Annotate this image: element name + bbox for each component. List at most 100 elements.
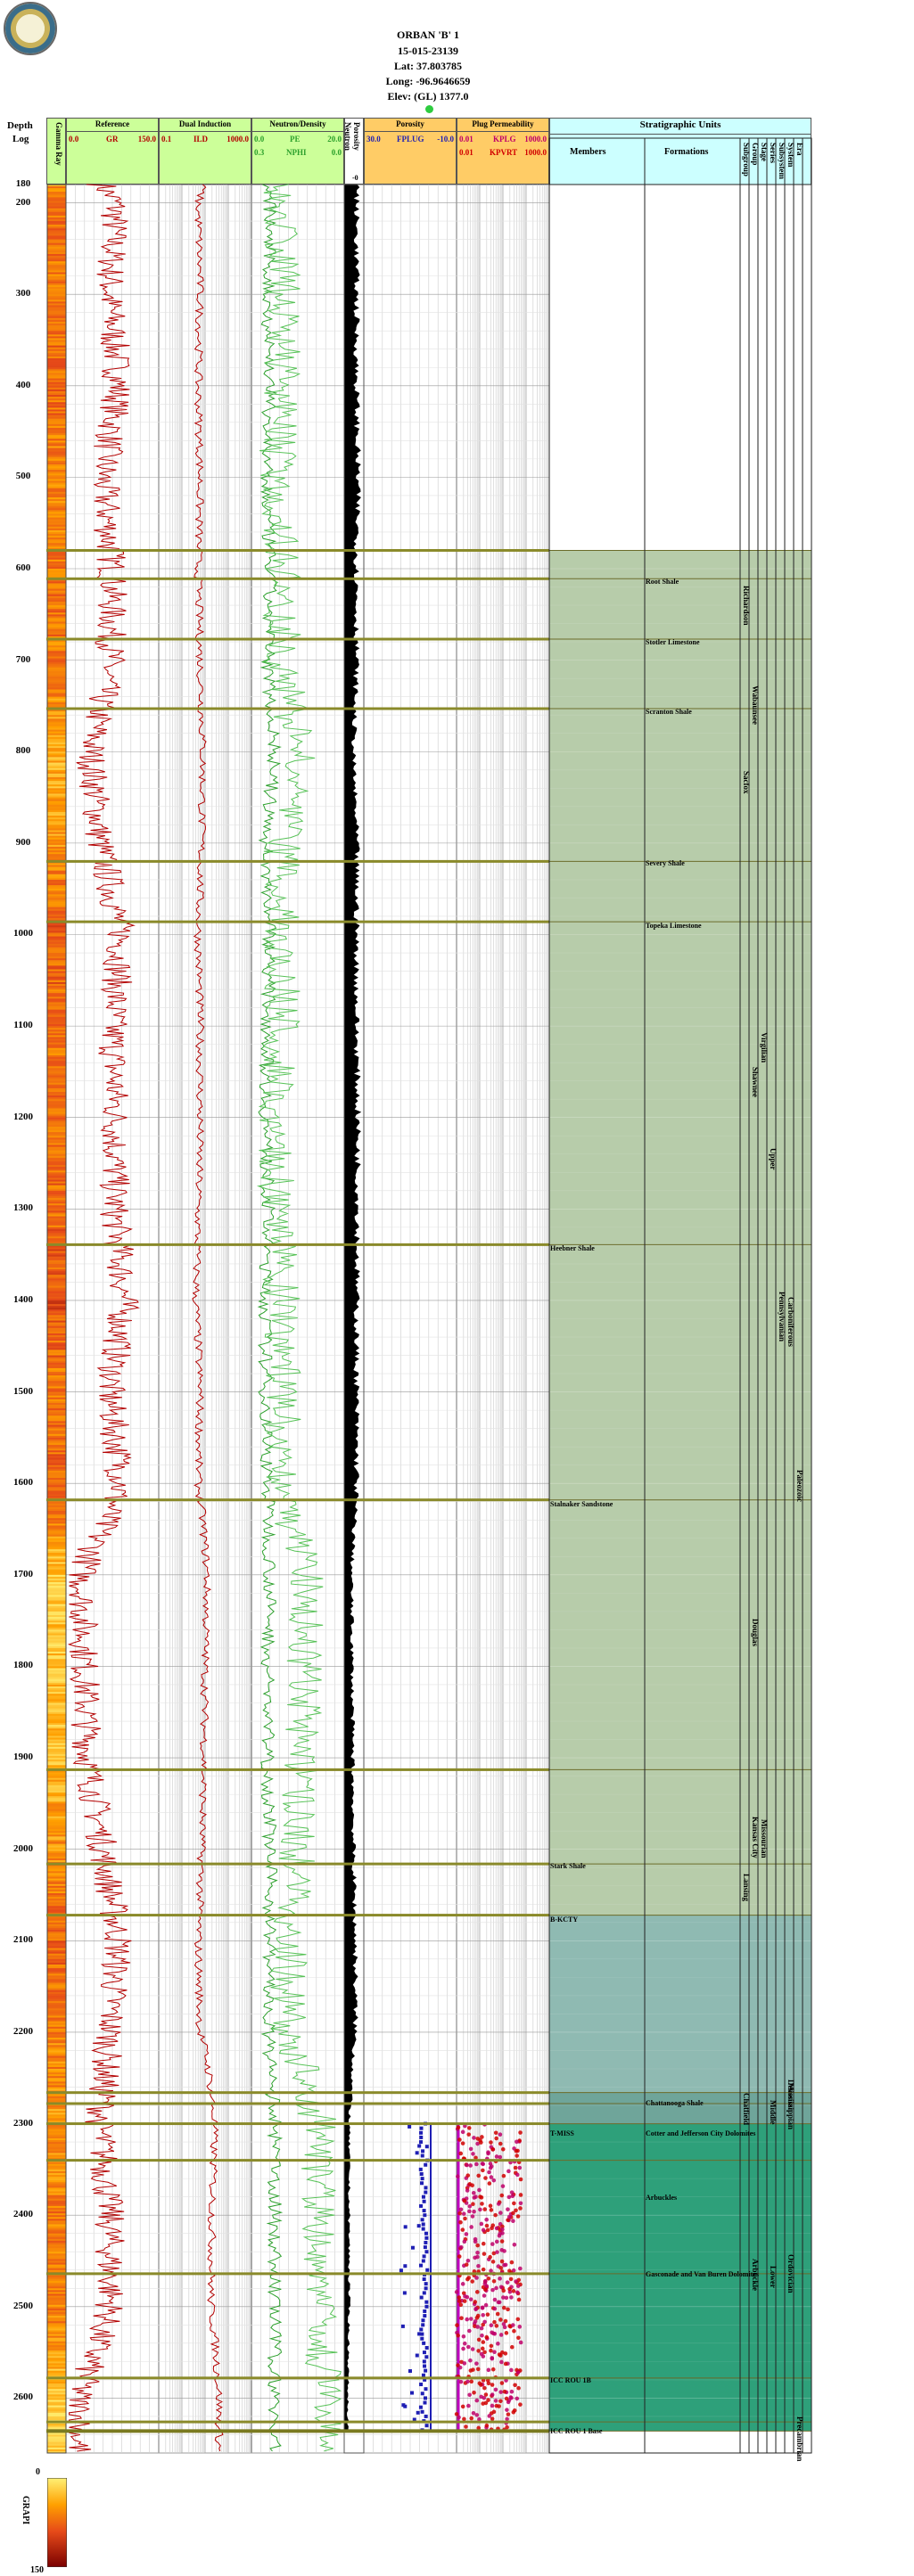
gamma-color-cell (47, 1758, 66, 1760)
gamma-color-cell (47, 2321, 66, 2324)
gamma-color-cell (47, 449, 66, 453)
gamma-color-cell (47, 1567, 66, 1571)
gamma-color-cell (47, 1735, 66, 1739)
perm-point (501, 2173, 506, 2178)
gamma-color-cell (47, 1695, 66, 1698)
perm-point (465, 2173, 471, 2178)
gamma-color-cell (47, 1106, 66, 1109)
gamma-color-cell (47, 294, 66, 297)
gamma-color-cell (47, 892, 66, 895)
unit-label: Missourian (760, 1819, 769, 1858)
perm-point (492, 2297, 498, 2302)
gamma-color-cell (47, 482, 66, 486)
gamma-color-cell (47, 1677, 66, 1680)
gamma-color-cell (47, 636, 66, 639)
gamma-color-cell (47, 1997, 66, 2000)
gamma-color-cell (47, 2449, 66, 2452)
api-number: 15-015-23139 (398, 45, 458, 57)
formation-top-line (46, 2159, 549, 2162)
gamma-color-cell (47, 1086, 66, 1089)
gamma-color-cell (47, 1838, 66, 1841)
perm-point (500, 2146, 506, 2152)
gamma-color-cell (47, 2392, 66, 2395)
gamma-color-cell (47, 1918, 66, 1922)
depth-label-500: 500 (15, 471, 31, 482)
gamma-color-cell (47, 566, 66, 570)
member-label: ICC ROU 1B (550, 2375, 591, 2384)
gamma-color-cell (47, 790, 66, 792)
gamma-color-cell (47, 2269, 66, 2273)
gamma-color-cell (47, 2026, 66, 2030)
formation-top-line (46, 2102, 549, 2105)
perm-point (458, 2244, 464, 2250)
gamma-color-cell (47, 905, 66, 908)
gamma-color-cell (47, 1895, 66, 1898)
strat-title: Stratigraphic Units (550, 119, 811, 135)
rank-header-series: Series (769, 143, 778, 163)
perm-point (481, 2312, 485, 2318)
gamma-color-cell (47, 554, 66, 557)
perm-point (517, 2165, 523, 2170)
gamma-color-cell (47, 496, 66, 500)
kplg-curve: KPLG (493, 135, 516, 144)
colorbar-gradient (47, 2478, 67, 2567)
gamma-color-cell (47, 1020, 66, 1023)
gamma-color-cell (47, 1170, 66, 1173)
gamma-color-cell (47, 969, 66, 972)
perm-point (475, 2137, 481, 2141)
perm-point (506, 2214, 512, 2219)
reference-min: 0.0 (69, 135, 79, 144)
gamma-color-cell (47, 2134, 66, 2137)
gamma-color-cell (47, 1981, 66, 1984)
gamma-color-cell (47, 804, 66, 808)
gamma-color-cell (47, 1490, 66, 1493)
gamma-color-cell (47, 1617, 66, 1620)
perm-point (509, 2190, 515, 2195)
gamma-color-cell (47, 918, 66, 921)
formation-label: Root Shale (646, 578, 679, 587)
fplug-point (424, 2345, 429, 2350)
gamma-color-cell (47, 1767, 66, 1769)
gamma-color-cell (47, 1614, 66, 1618)
perm-point (465, 2258, 471, 2263)
gamma-color-cell (47, 2207, 66, 2211)
gamma-color-cell (47, 1249, 66, 1252)
gamma-color-cell (47, 1906, 66, 1908)
gamma-color-cell (47, 383, 66, 387)
nphi-min: 0.3 (254, 148, 265, 157)
permeability-header: Plug Permeability 0.01 KPLG 1000.0 0.01 … (457, 118, 549, 185)
gamma-color-cell (47, 1593, 66, 1596)
perm-point (487, 2170, 491, 2175)
gamma-color-cell (47, 1287, 66, 1291)
gamma-color-cell (47, 1743, 66, 1746)
gamma-color-cell (47, 939, 66, 943)
gamma-color-cell (47, 581, 66, 584)
gamma-color-cell (47, 1115, 66, 1119)
porosity-header: Porosity 30.0 FPLUG -10.0 (364, 118, 457, 185)
formation-top-line (46, 1243, 549, 1246)
induction-header: Dual Induction 0.1 ILD 1000.0 (159, 118, 251, 185)
gamma-color-cell (47, 555, 66, 559)
strat-band-pennsylvanian (549, 550, 811, 1916)
gamma-color-cell (47, 691, 66, 694)
gamma-color-cell (47, 726, 66, 729)
gamma-color-cell (47, 1541, 66, 1545)
gamma-color-cell (47, 2400, 66, 2403)
gamma-color-cell (47, 1203, 66, 1206)
gamma-color-cell (47, 1834, 66, 1837)
perm-point (481, 2241, 486, 2246)
rank-header-subgroup: Subgroup (742, 143, 751, 176)
gamma-color-cell (47, 1108, 66, 1112)
kpvrt-curve: KPVRT (490, 148, 518, 157)
perm-point (487, 2181, 492, 2186)
perm-point (471, 2191, 476, 2195)
gamma-color-cell (47, 753, 66, 756)
gamma-color-cell (47, 2072, 66, 2075)
gamma-color-cell (47, 2205, 66, 2209)
gamma-color-cell (47, 317, 66, 321)
members-header: Members (570, 147, 606, 157)
gamma-color-cell (47, 1459, 66, 1463)
gamma-color-cell (47, 1007, 66, 1011)
gamma-color-cell (47, 1148, 66, 1152)
gamma-color-cell (47, 1547, 66, 1550)
